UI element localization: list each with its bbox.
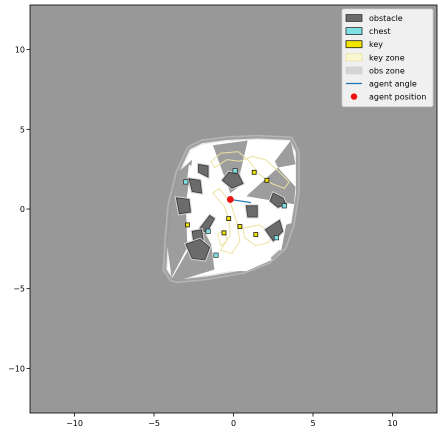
chest-marker (205, 228, 211, 234)
free-space (201, 215, 223, 245)
obstacle (245, 205, 258, 218)
free-space (225, 191, 243, 224)
chest-marker (213, 252, 219, 258)
obstacle (199, 214, 215, 234)
chest-marker (281, 203, 287, 209)
obstacle (185, 238, 211, 261)
key-zone (242, 224, 274, 247)
obstacle (221, 171, 244, 189)
y-tick-label: 10 (15, 46, 25, 55)
legend-label-agent-angle: agent angle (369, 80, 417, 89)
legend-label-obs-zone: obs zone (369, 66, 405, 75)
obstacle (188, 178, 203, 194)
legend-swatch-key-zone (345, 53, 363, 62)
legend-swatch-agent-position (350, 93, 358, 100)
x-tick-label: 10 (387, 419, 397, 428)
legend-swatch-obstacle (345, 14, 363, 22)
map-layer (162, 134, 300, 284)
x-tick-label: −5 (148, 419, 160, 428)
free-space (236, 140, 291, 189)
legend-label-agent-position: agent position (369, 93, 426, 102)
obstacle (175, 197, 192, 215)
key-marker (251, 169, 257, 175)
unexplored-region (212, 140, 248, 194)
y-tick-label: −10 (8, 364, 25, 373)
free-space (278, 164, 296, 187)
legend-box (341, 8, 434, 108)
key-marker (264, 177, 270, 183)
key-zone (212, 187, 241, 255)
chest-marker (183, 179, 189, 185)
chest-marker (273, 235, 279, 241)
legend-label-key: key (369, 40, 383, 49)
key-marker (253, 232, 259, 237)
key-marker (226, 216, 232, 222)
x-tick-label: 0 (231, 419, 236, 428)
free-space (192, 145, 231, 194)
chest-marker (232, 168, 238, 174)
unexplored-region (274, 140, 296, 168)
free-space (185, 188, 236, 214)
key-marker (184, 222, 190, 228)
y-tick-label: −5 (13, 285, 25, 294)
y-tick-label: 0 (20, 205, 25, 214)
obstacle (264, 219, 284, 242)
agent-position-marker (226, 196, 234, 203)
unexplored-region (271, 223, 293, 260)
legend-label-key-zone: key zone (369, 53, 405, 62)
axis-ticks: −10 −5 0 5 10 −10 −5 0 5 10 (8, 46, 397, 428)
y-tick-label: 5 (20, 125, 25, 134)
unexplored-region (166, 159, 193, 278)
key-zone (210, 151, 290, 189)
legend-swatch-chest (345, 27, 363, 36)
legend: obstacle chest key key zone obs zone agent an… (341, 8, 434, 108)
unexplored-region (246, 167, 296, 205)
legend-label-obstacle: obstacle (369, 14, 403, 23)
x-tick-label: −10 (66, 419, 83, 428)
legend-label-chest: chest (369, 27, 391, 36)
legend-swatch-key (345, 40, 363, 49)
key-marker (221, 230, 227, 236)
legend-swatch-obs-zone (345, 66, 363, 75)
agent-angle-line (230, 198, 252, 204)
key-marker (237, 224, 243, 229)
obstacle (198, 163, 209, 178)
x-tick-label: 5 (310, 419, 315, 428)
